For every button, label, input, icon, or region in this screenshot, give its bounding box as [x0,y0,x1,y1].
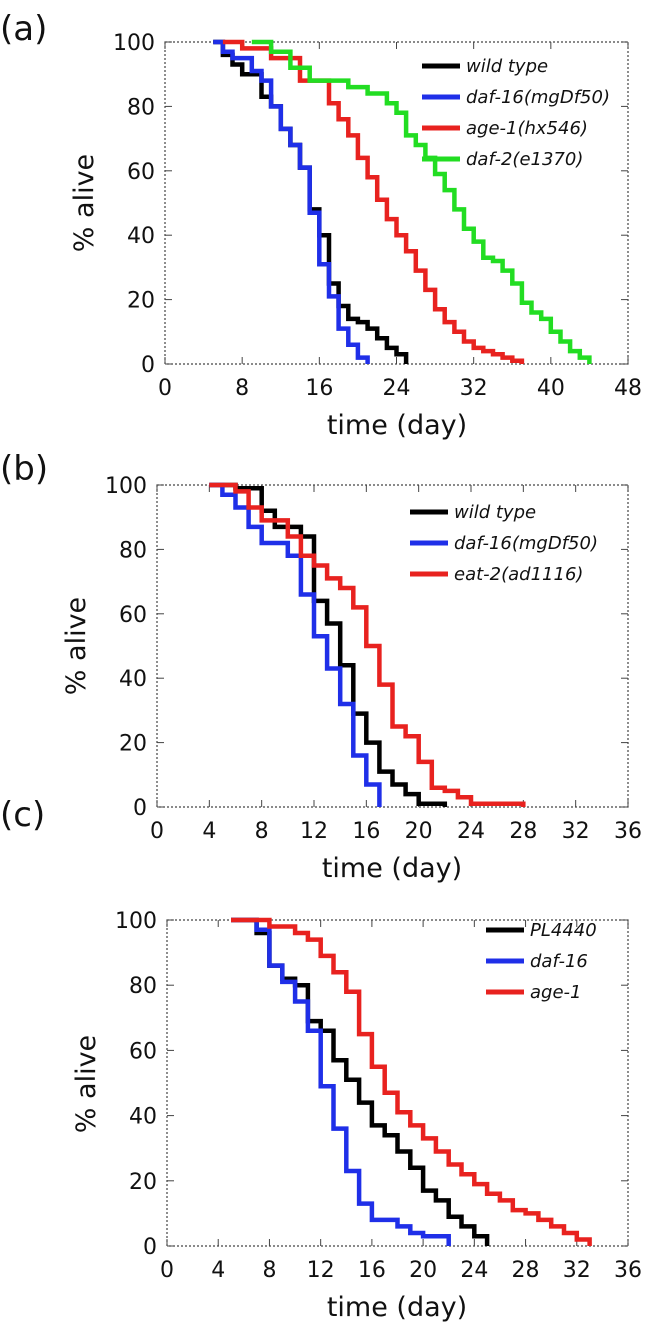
y-tick-label: 0 [143,1235,157,1260]
series-line-1 [213,39,370,364]
x-tick-label: 20 [405,819,433,844]
x-tick-label: 28 [512,1258,540,1283]
x-tick-label: 40 [537,376,565,401]
x-tick-label: 8 [262,1258,276,1283]
legend-label: daf-16(mgDf50) [466,87,610,108]
panel-label: (a) [0,9,47,49]
x-tick-label: 20 [409,1258,437,1283]
y-tick-label: 60 [129,1039,157,1064]
y-tick-label: 100 [115,909,157,934]
y-tick-label: 100 [113,31,155,56]
legend-label: wild type [454,502,536,523]
x-tick-label: 8 [235,376,249,401]
x-tick-label: 0 [150,819,164,844]
legend-label: PL4440 [530,920,597,941]
x-axis-title: time (day) [327,1292,467,1323]
y-tick-label: 80 [127,95,155,120]
legend-label: daf-2(e1370) [466,149,583,170]
y-axis-title: % alive [69,154,100,252]
series-line-1 [231,917,451,1246]
legend-label: daf-16(mgDf50) [454,533,598,554]
plot-frame [166,919,629,1247]
y-tick-label: 40 [119,667,147,692]
y-axis-title: % alive [61,597,92,695]
x-tick-label: 16 [358,1258,386,1283]
x-tick-label: 24 [457,819,485,844]
x-tick-label: 16 [352,819,380,844]
legend-label: age-1(hx546) [466,118,588,139]
panel-b: (b) 0 20 40 60 80 100 0 4 8 12 16 20 24 28 32 36 time (da… [0,449,642,884]
x-tick-label: 0 [158,376,172,401]
y-tick-label: 20 [119,732,147,757]
x-tick-label: 32 [460,376,488,401]
x-tick-label: 12 [307,1258,335,1283]
x-tick-label: 24 [460,1258,488,1283]
legend-label: daf-16 [530,951,588,972]
y-tick-label: 40 [127,224,155,249]
y-tick-label: 40 [129,1105,157,1130]
x-tick-label: 16 [305,376,333,401]
x-tick-label: 28 [509,819,537,844]
panel-label: (c) [0,795,45,835]
x-tick-label: 36 [614,819,642,844]
y-tick-label: 60 [127,160,155,185]
y-axis-title: % alive [71,1035,102,1133]
panel-label: (b) [0,449,48,489]
x-tick-label: 24 [383,376,411,401]
y-tick-label: 80 [129,974,157,999]
plot-frame [156,484,629,808]
series-line-3 [251,39,592,364]
y-tick-label: 100 [105,474,147,499]
x-tick-label: 4 [211,1258,225,1283]
series-line-0 [231,917,490,1246]
x-tick-label: 36 [614,1258,642,1283]
panel-a: (a) 0 20 40 60 80 100 0 8 16 24 32 40 48 time (day) % a… [0,9,642,441]
x-tick-label: 4 [202,819,216,844]
legend-label: eat-2(ad1116) [454,564,583,585]
x-tick-label: 32 [562,819,590,844]
series-line-2 [231,917,592,1246]
y-tick-label: 0 [141,353,155,378]
y-tick-label: 0 [133,796,147,821]
y-tick-label: 80 [119,538,147,563]
legend-label: age-1 [530,982,581,1003]
x-tick-label: 12 [300,819,328,844]
x-tick-label: 8 [255,819,269,844]
x-tick-label: 48 [614,376,642,401]
series-line-2 [209,482,526,807]
series-line-0 [209,482,448,807]
series-line-2 [222,39,525,364]
x-tick-label: 0 [160,1258,174,1283]
x-tick-label: 32 [563,1258,591,1283]
x-axis-title: time (day) [322,853,462,884]
y-tick-label: 20 [127,289,155,314]
series-line-1 [209,482,382,807]
legend-label: wild type [466,56,548,77]
series-line-0 [213,39,409,364]
y-tick-label: 20 [129,1170,157,1195]
x-axis-title: time (day) [327,410,467,441]
y-tick-label: 60 [119,603,147,628]
